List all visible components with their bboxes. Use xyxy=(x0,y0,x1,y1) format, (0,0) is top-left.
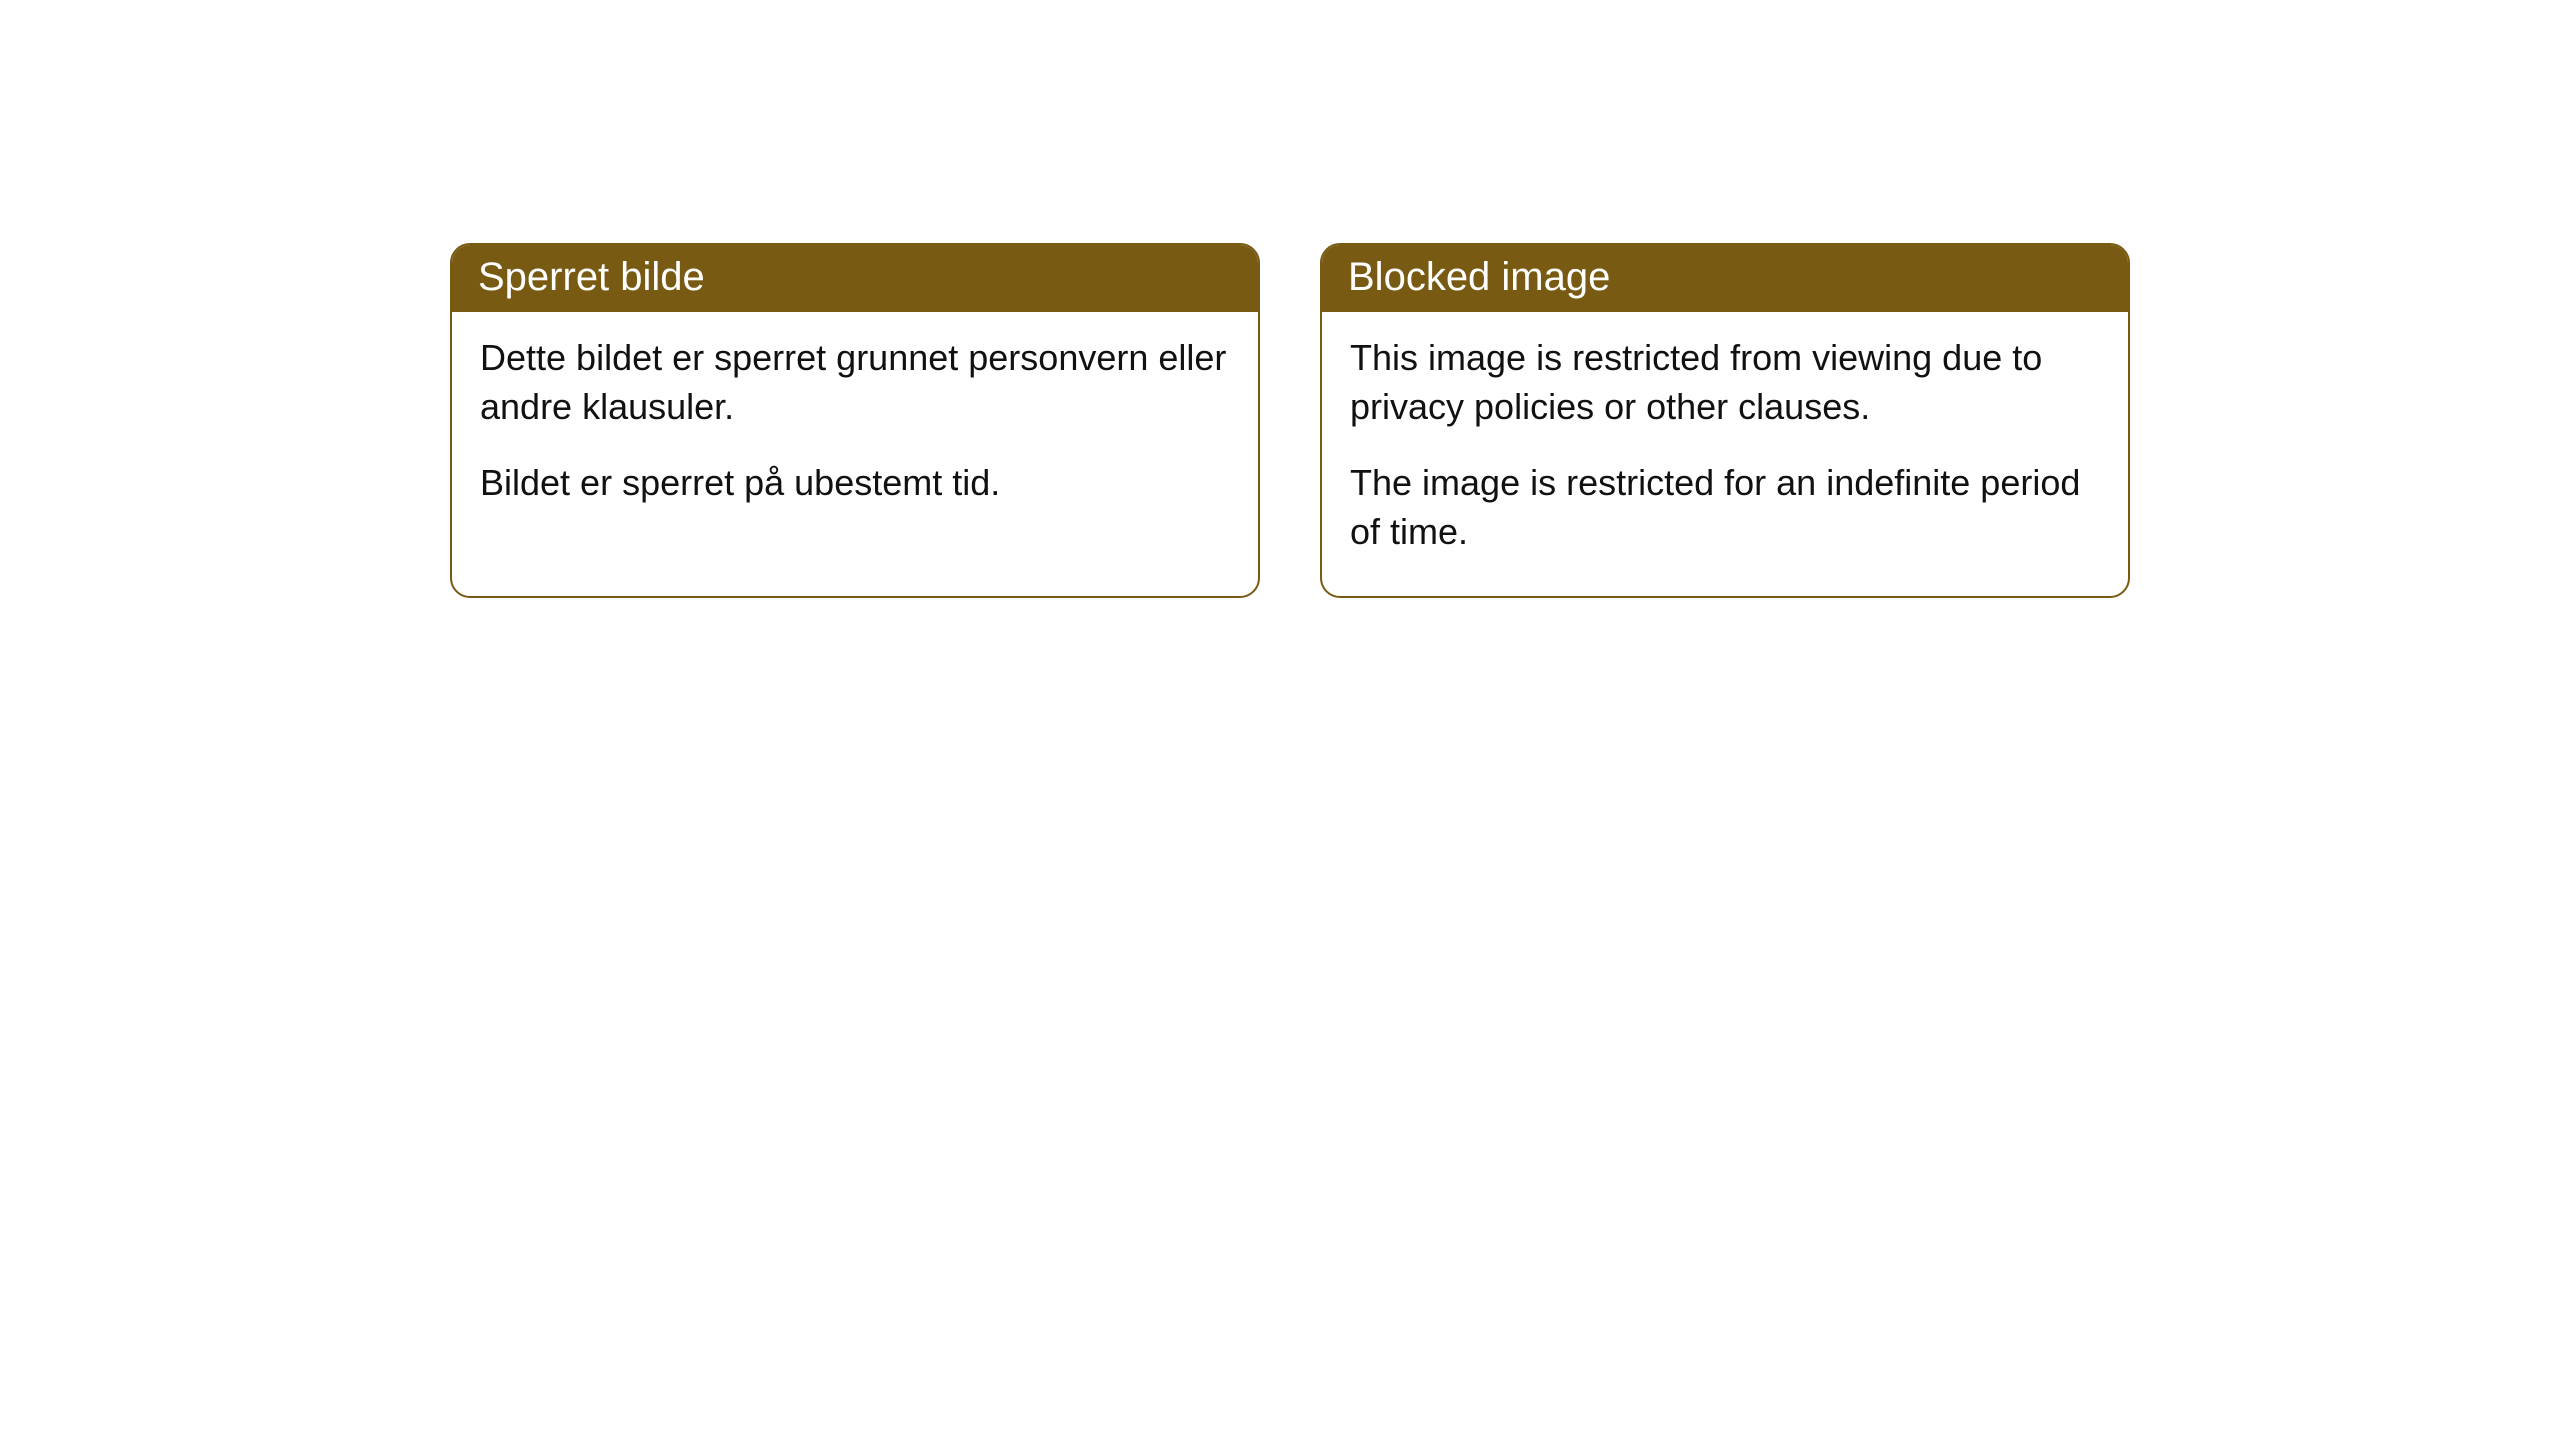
notice-paragraph-2: The image is restricted for an indefinit… xyxy=(1350,459,2100,556)
notice-container: Sperret bilde Dette bildet er sperret gr… xyxy=(0,0,2560,598)
card-body-norwegian: Dette bildet er sperret grunnet personve… xyxy=(452,312,1258,548)
blocked-image-card-english: Blocked image This image is restricted f… xyxy=(1320,243,2130,598)
card-header-english: Blocked image xyxy=(1322,245,2128,312)
notice-paragraph-1: This image is restricted from viewing du… xyxy=(1350,334,2100,431)
blocked-image-card-norwegian: Sperret bilde Dette bildet er sperret gr… xyxy=(450,243,1260,598)
notice-paragraph-1: Dette bildet er sperret grunnet personve… xyxy=(480,334,1230,431)
card-header-norwegian: Sperret bilde xyxy=(452,245,1258,312)
card-body-english: This image is restricted from viewing du… xyxy=(1322,312,2128,596)
card-title: Sperret bilde xyxy=(478,255,705,299)
notice-paragraph-2: Bildet er sperret på ubestemt tid. xyxy=(480,459,1230,508)
card-title: Blocked image xyxy=(1348,255,1610,299)
